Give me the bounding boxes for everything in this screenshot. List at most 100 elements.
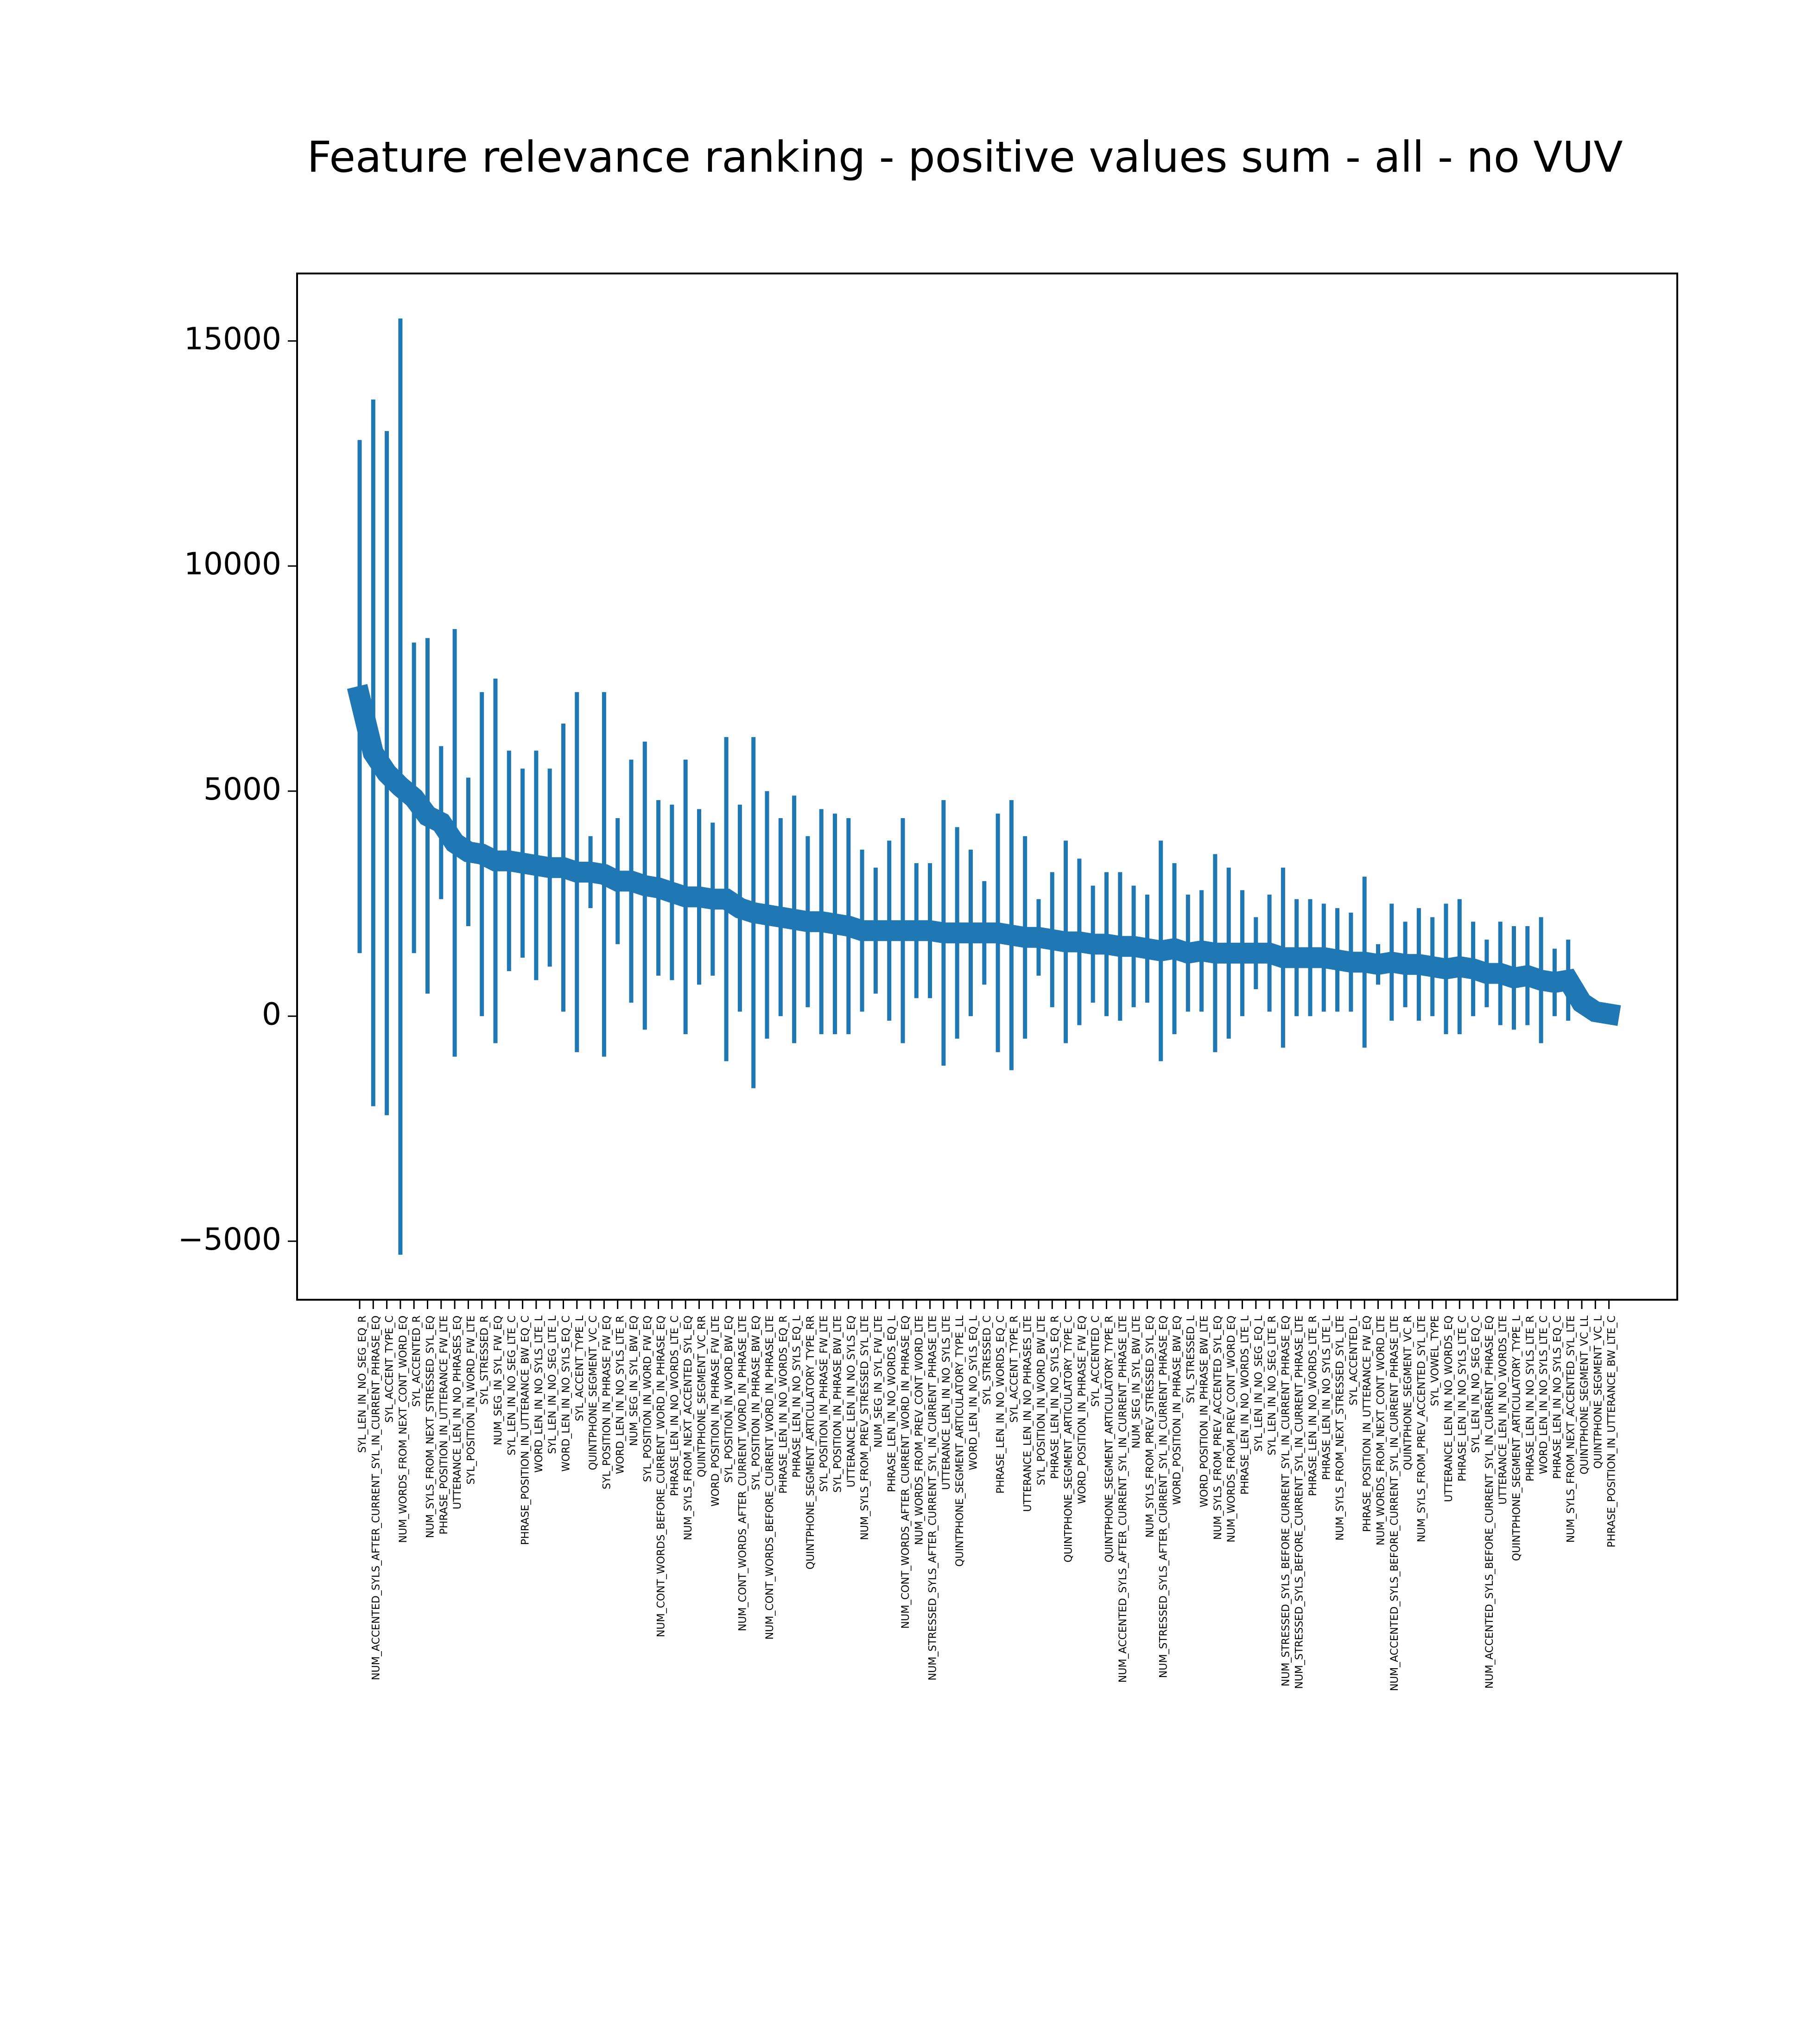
x-tick-label: NUM_SEG_IN_SYL_FW_LTE (873, 1316, 884, 1448)
x-tick-label: QUINTPHONE_SEGMENT_VC_L (1592, 1315, 1604, 1468)
x-tick-label: NUM_SYLS_FROM_PREV_ACCENTED_SYL_LTE (1416, 1316, 1427, 1542)
x-tick-label: SYL_STRESSED_C (982, 1316, 993, 1404)
x-tick-label: UTTERANCE_LEN_IN_NO_WORDS_LTE (1497, 1316, 1509, 1505)
x-tick-label: SYL_POSITION_IN_PHRASE_FW_EQ (601, 1316, 613, 1489)
x-tick-label: QUINTPHONE_SEGMENT_ARTICULATORY_TYPE_RR (805, 1316, 817, 1570)
y-tick-label: 10000 (184, 546, 281, 582)
x-tick-label: NUM_WORDS_FROM_PREV_CONT_WORD_EQ (1226, 1316, 1237, 1543)
x-tick-label: PHRASE_LEN_IN_NO_WORDS_LTE_C (669, 1316, 681, 1496)
y-tick-label: 15000 (184, 321, 281, 357)
x-tick-label: NUM_SYLS_FROM_PREV_STRESSED_SYL_LTE (859, 1316, 871, 1540)
x-tick-label: PHRASE_LEN_IN_NO_SYLS_EQ_C (1552, 1316, 1563, 1479)
plot-frame (296, 273, 1678, 1301)
x-tick-label: NUM_SYLS_FROM_NEXT_ACCENTED_SYL_LTE (1566, 1316, 1577, 1543)
x-tick-label: NUM_SYLS_FROM_NEXT_ACCENTED_SYL_EQ (683, 1316, 694, 1540)
x-tick-label: PHRASE_LEN_IN_NO_SYLS_EQ_R (1049, 1316, 1061, 1479)
x-tick-label: QUINTPHONE_SEGMENT_ARTICULATORY_TYPE_LL (954, 1315, 966, 1567)
x-tick-label: WORD_POSITION_IN_PHRASE_FW_EQ (1077, 1316, 1088, 1504)
x-tick-label: QUINTPHONE_SEGMENT_ARTICULATORY_TYPE_R (1104, 1316, 1116, 1563)
x-tick-label: NUM_STRESSED_SYLS_BEFORE_CURRENT_SYL_IN_… (1294, 1316, 1306, 1689)
x-tick-label: SYL_ACCENT_TYPE_R (1008, 1316, 1020, 1423)
x-tick-label: SYL_LEN_IN_NO_SEG_LTE_C (506, 1316, 518, 1455)
x-tick-label: WORD_LEN_IN_NO_SYLS_EQ_L (968, 1315, 980, 1470)
x-tick-label: SYL_POSITION_IN_PHRASE_FW_LTE (818, 1316, 830, 1492)
x-tick-label: NUM_SYLS_FROM_PREV_STRESSED_SYL_EQ (1144, 1316, 1156, 1538)
x-tick-label: QUINTPHONE_SEGMENT_VC_RR (697, 1316, 708, 1477)
x-tick-label: WORD_POSITION_IN_PHRASE_BW_EQ (1172, 1316, 1183, 1505)
x-tick-label: WORD_LEN_IN_NO_SYLS_EQ_C (561, 1316, 572, 1472)
x-tick-label: SYL_LEN_IN_NO_SEG_EQ_L (1253, 1315, 1265, 1451)
x-tick-label: SYL_POSITION_IN_WORD_FW_EQ (642, 1316, 653, 1482)
x-tick-label: QUINTPHONE_SEGMENT_ARTICULATORY_TYPE_L (1511, 1315, 1523, 1561)
x-tick-label: UTTERANCE_LEN_IN_NO_SYLS_LTE (941, 1316, 952, 1490)
x-tick-label: NUM_CONT_WORDS_BEFORE_CURRENT_WORD_IN_PH… (764, 1316, 776, 1640)
x-tick-label: WORD_LEN_IN_NO_SYLS_LTE_C (1538, 1316, 1550, 1474)
x-tick-label: PHRASE_LEN_IN_NO_SYLS_LTE_C (1457, 1316, 1468, 1481)
x-tick-label: NUM_SEG_IN_SYL_FW_EQ (493, 1316, 504, 1445)
x-tick-label: SYL_POSITION_IN_WORD_BW_LTE (1036, 1316, 1047, 1485)
x-tick-label: QUINTPHONE_SEGMENT_ARTICULATORY_TYPE_C (1063, 1316, 1075, 1563)
x-tick-label: SYL_POSITION_IN_PHRASE_BW_EQ (751, 1316, 762, 1490)
x-tick-label: WORD_POSITION_IN_PHRASE_FW_LTE (710, 1316, 722, 1506)
y-tick-label: 0 (262, 996, 281, 1032)
y-tick-label: −5000 (178, 1221, 281, 1257)
x-tick-label: PHRASE_LEN_IN_NO_SYLS_EQ_L (792, 1315, 803, 1477)
x-tick-label: NUM_WORDS_FROM_PREV_CONT_WORD_LTE (913, 1316, 925, 1545)
x-tick-label: PHRASE_LEN_IN_NO_SYLS_LTE_R (1525, 1316, 1536, 1481)
x-tick-label: NUM_SEG_IN_SYL_BW_LTE (1131, 1316, 1142, 1449)
x-tick-label: SYL_LEN_IN_NO_SEG_LTE_R (1267, 1316, 1278, 1455)
x-tick-label: QUINTPHONE_SEGMENT_VC_C (588, 1316, 599, 1470)
x-tick-label: SYL_LEN_IN_NO_SEG_EQ_R (357, 1316, 368, 1453)
y-tick-label: 5000 (203, 771, 281, 807)
x-tick-label: NUM_ACCENTED_SYLS_BEFORE_CURRENT_SYL_IN_… (1484, 1316, 1496, 1689)
x-tick-label: PHRASE_LEN_IN_NO_WORDS_LTE_L (1240, 1315, 1251, 1494)
x-tick-label: QUINTPHONE_SEGMENT_VC_R (1402, 1316, 1414, 1470)
x-tick-label: PHRASE_LEN_IN_NO_SYLS_LTE_L (1321, 1315, 1332, 1480)
x-tick-label: WORD_LEN_IN_NO_SYLS_LTE_R (615, 1316, 627, 1474)
x-tick-label: NUM_SEG_IN_SYL_BW_EQ (628, 1316, 640, 1446)
x-tick-label: UTTERANCE_LEN_IN_NO_PHRASES_EQ (452, 1316, 463, 1509)
x-tick-label: SYL_VOWEL_TYPE (1430, 1316, 1441, 1406)
x-tick-label: PHRASE_LEN_IN_NO_WORDS_LTE_R (1307, 1316, 1319, 1496)
x-tick-label: PHRASE_POSITION_IN_UTTERANCE_BW_EQ_C (520, 1316, 532, 1545)
x-tick-label: NUM_STRESSED_SYLS_AFTER_CURRENT_SYL_IN_C… (927, 1316, 939, 1680)
x-tick-label: UTTERANCE_LEN_IN_NO_PHRASES_LTE (1022, 1316, 1034, 1512)
x-tick-label: NUM_ACCENTED_SYLS_AFTER_CURRENT_SYL_IN_C… (1117, 1316, 1129, 1683)
x-tick-label: PHRASE_POSITION_IN_UTTERANCE_FW_LTE (438, 1316, 450, 1534)
x-tick-label: NUM_STRESSED_SYLS_AFTER_CURRENT_SYL_IN_C… (1158, 1316, 1170, 1678)
x-tick-label: WORD_POSITION_IN_PHRASE_BW_LTE (1199, 1316, 1211, 1507)
x-tick-label: SYL_LEN_IN_NO_SEG_LTE_L (547, 1315, 558, 1454)
x-tick-label: SYL_ACCENTED_L (1348, 1315, 1360, 1405)
x-tick-label: PHRASE_LEN_IN_NO_WORDS_EQ_C (995, 1316, 1007, 1493)
chart-title: Feature relevance ranking - positive val… (307, 132, 1623, 182)
x-tick-label: UTTERANCE_LEN_IN_NO_SYLS_EQ (846, 1316, 857, 1487)
x-tick-label: PHRASE_POSITION_IN_UTTERANCE_FW_EQ (1362, 1316, 1373, 1532)
x-tick-label: NUM_CONT_WORDS_BEFORE_CURRENT_WORD_IN_PH… (656, 1316, 667, 1637)
x-tick-label: SYL_ACCENT_TYPE_L (574, 1315, 586, 1421)
x-tick-label: UTTERANCE_LEN_IN_NO_WORDS_EQ (1443, 1316, 1455, 1502)
x-tick-label: SYL_POSITION_IN_WORD_BW_EQ (723, 1316, 735, 1483)
x-tick-label: NUM_WORDS_FROM_NEXT_CONT_WORD_LTE (1376, 1316, 1387, 1545)
x-tick-label: SYL_ACCENTED_C (1090, 1316, 1102, 1407)
x-tick-label: SYL_POSITION_IN_WORD_FW_LTE (465, 1316, 477, 1485)
x-tick-label: SYL_ACCENTED_R (411, 1316, 423, 1407)
x-tick-label: PHRASE_LEN_IN_NO_WORDS_EQ_L (887, 1315, 898, 1492)
x-tick-label: SYL_POSITION_IN_PHRASE_BW_LTE (832, 1316, 844, 1493)
x-tick-label: NUM_ACCENTED_SYLS_BEFORE_CURRENT_SYL_IN_… (1389, 1316, 1401, 1691)
x-tick-label: NUM_CONT_WORDS_AFTER_CURRENT_WORD_IN_PHR… (737, 1316, 748, 1631)
x-tick-label: SYL_STRESSED_L (1185, 1315, 1197, 1403)
x-tick-label: NUM_WORDS_FROM_NEXT_CONT_WORD_EQ (398, 1316, 409, 1543)
x-tick-label: NUM_SYLS_FROM_PREV_ACCENTED_SYL_EQ (1212, 1316, 1224, 1540)
x-tick-label: SYL_STRESSED_R (479, 1316, 491, 1404)
x-tick-label: NUM_SYLS_FROM_NEXT_STRESSED_SYL_EQ (425, 1316, 437, 1538)
x-tick-label: NUM_ACCENTED_SYLS_AFTER_CURRENT_SYL_IN_C… (370, 1316, 382, 1680)
x-tick-label: QUINTPHONE_SEGMENT_VC_LL (1579, 1315, 1591, 1474)
x-tick-label: PHRASE_POSITION_IN_UTTERANCE_BW_LTE_C (1606, 1316, 1618, 1547)
mean-line (347, 684, 1621, 1026)
x-tick-label: NUM_STRESSED_SYLS_BEFORE_CURRENT_SYL_IN_… (1280, 1316, 1292, 1686)
x-tick-label: NUM_CONT_WORDS_AFTER_CURRENT_WORD_IN_PHR… (900, 1316, 912, 1629)
x-tick-label: SYL_ACCENT_TYPE_C (384, 1316, 396, 1423)
x-tick-label: WORD_LEN_IN_NO_SYLS_LTE_L (533, 1315, 545, 1473)
